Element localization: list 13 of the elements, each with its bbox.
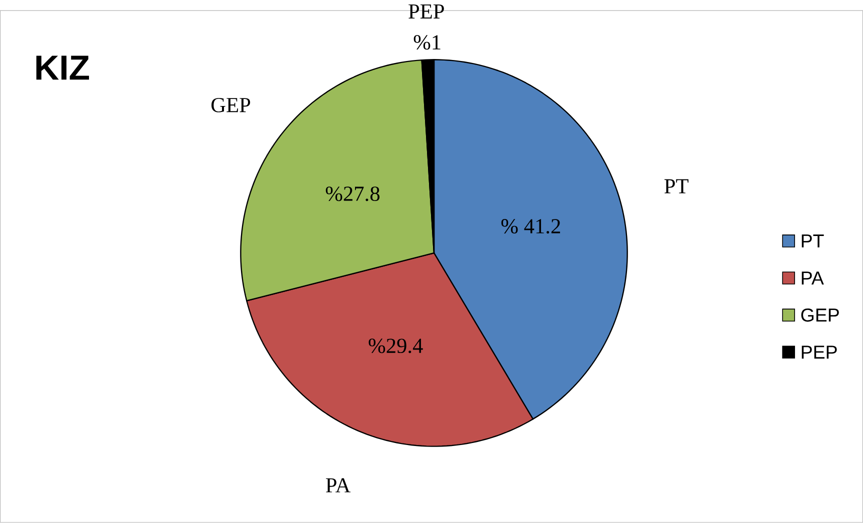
data-label: %29.4 (368, 338, 423, 354)
legend-label: PA (802, 272, 824, 285)
data-label: %1 (414, 35, 440, 50)
data-label: % 41.2 (501, 219, 560, 234)
slice-label: PA (326, 478, 351, 492)
legend-label: PEP (802, 346, 837, 359)
text: KIZ (36, 56, 89, 80)
slice-label: GEP (211, 98, 250, 112)
legend-label: GEP (801, 308, 839, 322)
slice-label: PEP (408, 4, 444, 19)
slice-label: PT (664, 179, 688, 194)
data-label: %27.8 (326, 186, 380, 202)
legend-label: PT (802, 234, 824, 248)
